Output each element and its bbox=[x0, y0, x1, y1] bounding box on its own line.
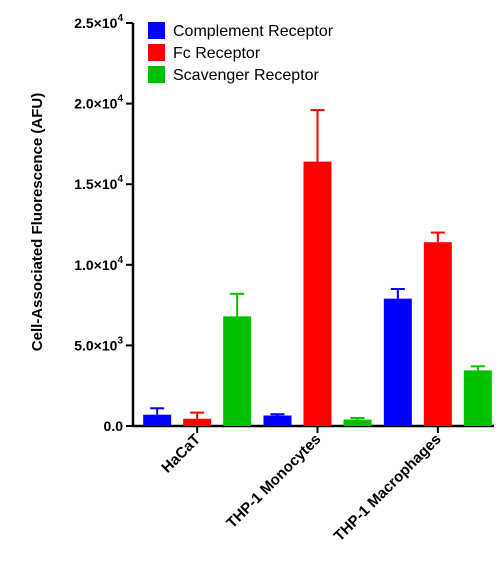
y-tick-label: 2.5×104 bbox=[74, 13, 123, 31]
y-tick-label: 5.0×103 bbox=[74, 335, 123, 353]
legend-swatch bbox=[148, 66, 165, 83]
legend: Complement Receptor Fc Receptor Scavenger … bbox=[148, 22, 334, 84]
legend-label: Fc Receptor bbox=[173, 45, 261, 62]
legend-swatch bbox=[148, 22, 165, 39]
x-tick-labels: HaCaT THP-1 Monocytes THP-1 Macrophages bbox=[158, 426, 445, 545]
x-tick-label: THP-1 Macrophages bbox=[331, 431, 445, 545]
x-tick-label: HaCaT bbox=[158, 431, 204, 477]
y-ticks: 0.0 5.0×103 1.0×104 1.5×104 2.0×104 2.5×104 bbox=[74, 13, 133, 434]
y-tick-label: 1.5×104 bbox=[74, 174, 123, 192]
y-tick-label: 1.0×104 bbox=[74, 255, 123, 273]
y-tick-label: 0.0 bbox=[104, 418, 124, 434]
bars bbox=[143, 161, 492, 426]
bar bbox=[183, 418, 212, 426]
legend-label: Scavenger Receptor bbox=[173, 67, 320, 84]
bar bbox=[263, 415, 292, 426]
bar bbox=[143, 414, 172, 426]
legend-label: Complement Receptor bbox=[173, 23, 334, 40]
y-axis-label-group: Cell-Associated Fluorescence (AFU) bbox=[29, 93, 46, 351]
bar bbox=[223, 316, 252, 426]
bar bbox=[383, 298, 412, 426]
y-tick-label: 2.0×104 bbox=[74, 94, 123, 112]
legend-swatch bbox=[148, 44, 165, 61]
error-bars bbox=[150, 109, 485, 420]
bar bbox=[423, 242, 452, 426]
x-tick-label: THP-1 Monocytes bbox=[223, 431, 324, 532]
bar bbox=[463, 370, 492, 426]
y-axis-label: Cell-Associated Fluorescence (AFU) bbox=[29, 93, 46, 351]
bar bbox=[303, 161, 332, 426]
bar bbox=[343, 419, 372, 426]
